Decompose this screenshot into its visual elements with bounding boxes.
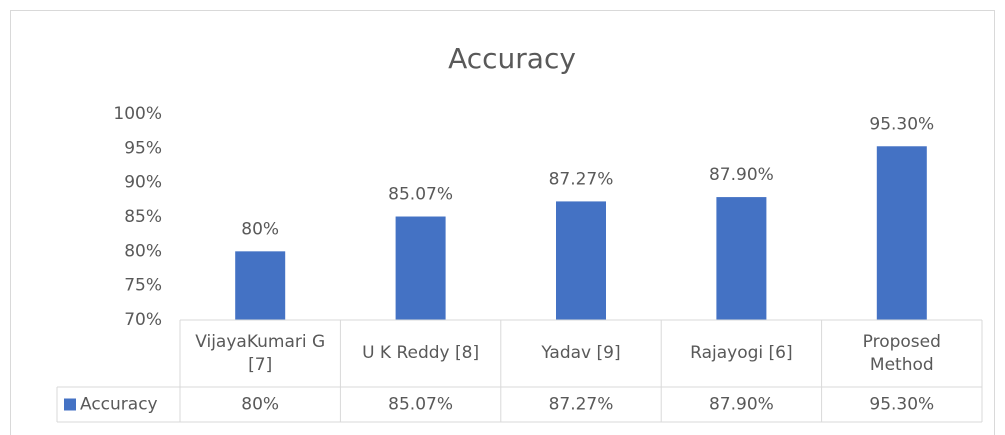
chart-title: Accuracy — [448, 42, 576, 75]
category-cell: U K Reddy [8] — [362, 343, 480, 364]
table-value: 85.07% — [388, 395, 453, 415]
legend-key — [64, 398, 76, 411]
y-tick-label: 100% — [113, 104, 162, 124]
bar — [876, 146, 927, 320]
table-value: 95.30% — [869, 395, 934, 415]
bar — [235, 251, 286, 320]
data-label: 85.07% — [388, 185, 453, 205]
data-label: 87.90% — [709, 165, 774, 185]
category-cell: Rajayogi [6] — [690, 343, 793, 364]
data-label: 87.27% — [549, 169, 614, 189]
y-tick-label: 70% — [124, 310, 162, 330]
y-tick-label: 90% — [124, 173, 162, 193]
table-value: 87.27% — [549, 395, 614, 415]
x-tick-label: U K Reddy [8] — [362, 343, 480, 364]
x-tick-label: Yadav [9] — [541, 343, 621, 364]
chart-border — [10, 10, 995, 435]
x-tick-label: Rajayogi [6] — [690, 343, 793, 364]
category-cell: Yadav [9] — [541, 343, 621, 364]
y-tick-label: 95% — [124, 138, 162, 158]
y-tick-label: 80% — [124, 241, 162, 261]
category-cell: Proposed Method — [862, 332, 941, 375]
bar — [556, 201, 606, 320]
x-tick-label: VijayaKumari G [7] — [195, 332, 326, 375]
table-value: 80% — [241, 395, 279, 415]
data-label: 95.30% — [869, 114, 934, 134]
x-tick-label: Proposed Method — [862, 332, 941, 375]
bar — [716, 197, 767, 320]
category-cell: VijayaKumari G [7] — [195, 332, 326, 375]
y-tick-label: 75% — [124, 276, 162, 296]
legend-label: Accuracy — [80, 395, 158, 415]
bar — [395, 216, 446, 320]
data-label: 80% — [241, 219, 279, 239]
table-value: 87.90% — [709, 395, 774, 415]
y-tick-label: 85% — [124, 207, 162, 227]
